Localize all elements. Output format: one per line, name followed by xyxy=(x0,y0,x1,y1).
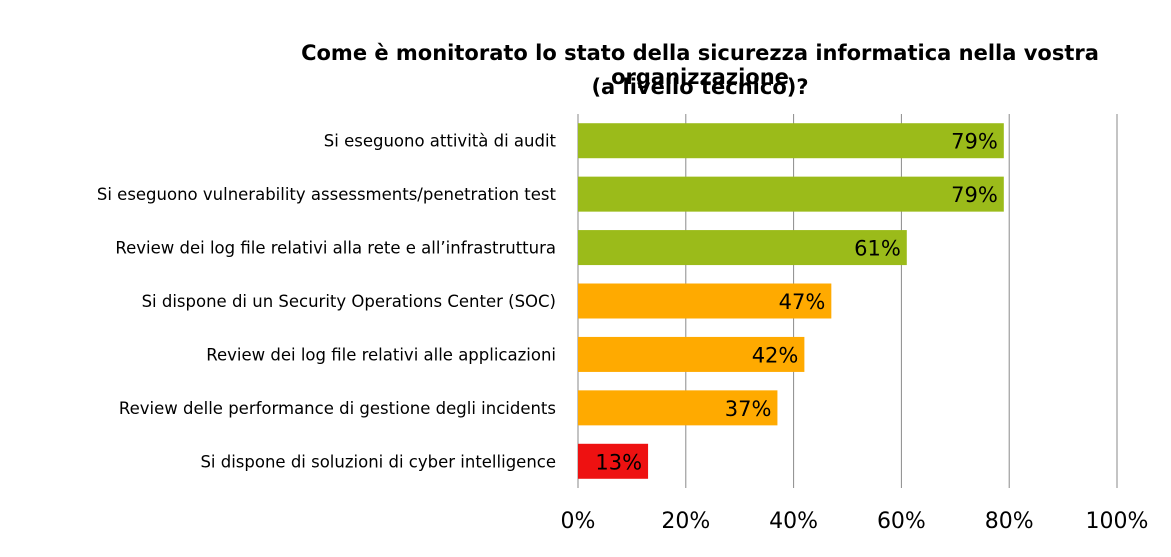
category-labels: Si eseguono attività di audit Si eseguono… xyxy=(97,132,557,472)
gridlines xyxy=(577,114,1118,488)
data-label: 47% xyxy=(779,290,826,314)
category-label: Si eseguono attività di audit xyxy=(324,132,557,151)
x-tick-label: 60% xyxy=(877,509,926,534)
category-label: Review delle performance di gestione deg… xyxy=(119,399,556,418)
bar xyxy=(578,283,832,319)
bar xyxy=(578,176,1004,212)
category-label: Review dei log file relativi alla rete e… xyxy=(115,239,556,258)
bar xyxy=(578,230,907,266)
bar xyxy=(578,336,805,372)
category-label: Review dei log file relativi alle applic… xyxy=(206,345,556,364)
data-label: 13% xyxy=(595,450,642,474)
bars: 79% 79% 61% 47% 42% 37% 13% xyxy=(578,123,1004,479)
chart-title-line-2: (a livello tecnico)? xyxy=(591,75,809,99)
bar xyxy=(578,390,778,426)
category-label: Si eseguono vulnerability assessments/pe… xyxy=(97,185,557,204)
bar xyxy=(578,443,649,479)
x-tick-label: 80% xyxy=(985,509,1034,534)
data-label: 37% xyxy=(725,397,772,421)
x-tick-label: 40% xyxy=(769,509,818,534)
category-label: Si dispone di soluzioni di cyber intelli… xyxy=(200,452,556,471)
data-label: 79% xyxy=(951,130,998,154)
x-tick-label: 20% xyxy=(661,509,710,534)
x-tick-labels: 0% 20% 40% 60% 80% 100% xyxy=(561,509,1149,534)
category-label: Si dispone di un Security Operations Cen… xyxy=(142,292,556,311)
bar xyxy=(578,123,1004,159)
x-tick-label: 0% xyxy=(561,509,596,534)
data-label: 79% xyxy=(951,183,998,207)
data-label: 61% xyxy=(854,237,901,261)
data-label: 42% xyxy=(752,343,799,367)
chart-title-line-1: Come è monitorato lo stato della sicurez… xyxy=(301,41,1099,89)
x-tick-label: 100% xyxy=(1086,509,1149,534)
